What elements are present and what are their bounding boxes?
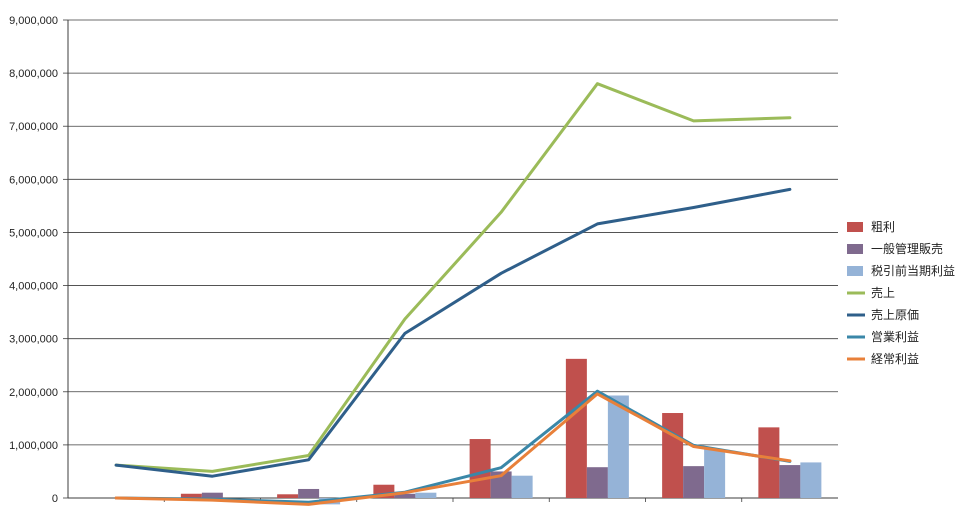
bar [180, 493, 202, 498]
bar [201, 492, 223, 498]
y-tick-label: 2,000,000 [9, 387, 58, 399]
y-tick-label: 6,000,000 [9, 174, 58, 186]
bar [758, 427, 780, 498]
legend-label: 経常利益 [871, 352, 919, 366]
legend-label: 粗利 [871, 220, 895, 234]
bar [511, 475, 533, 498]
y-axis: 0 1,000,000 2,000,000 3,000,000 4,000,000 5,0… [9, 15, 838, 505]
bar [586, 467, 608, 498]
legend-label: 営業利益 [871, 330, 919, 344]
bar [298, 488, 320, 498]
y-tick-label: 7,000,000 [9, 121, 58, 133]
legend-label: 売上 [871, 285, 895, 300]
y-tick-label: 8,000,000 [9, 68, 58, 80]
bar [277, 494, 299, 498]
legend-label: 税引前当期利益 [871, 263, 955, 278]
bar [779, 465, 801, 498]
y-tick-label: 9,000,000 [9, 15, 58, 27]
bar [469, 439, 491, 498]
series-line [114, 82, 792, 473]
legend-label: 一般管理販売 [871, 241, 943, 256]
bar [607, 395, 629, 498]
legend-swatch [847, 266, 863, 276]
bar [394, 493, 416, 498]
bar [683, 466, 705, 498]
gridlines [68, 19, 838, 446]
legend-swatch [847, 222, 863, 232]
bar [662, 413, 684, 498]
y-tick-label: 0 [52, 493, 58, 505]
y-tick-label: 4,000,000 [9, 281, 58, 293]
bar-series-group [180, 358, 822, 505]
line-series-group [114, 82, 792, 506]
series-line [114, 187, 792, 478]
bar [704, 449, 726, 498]
bar [415, 492, 437, 498]
y-tick-label: 3,000,000 [9, 334, 58, 346]
series-line [114, 392, 792, 506]
legend-swatch [847, 244, 863, 254]
y-tick-label: 5,000,000 [9, 227, 58, 239]
legend-label: 売上原価 [871, 307, 919, 322]
y-tick-label: 1,000,000 [9, 440, 58, 452]
bar [800, 462, 822, 498]
bar [565, 358, 587, 498]
